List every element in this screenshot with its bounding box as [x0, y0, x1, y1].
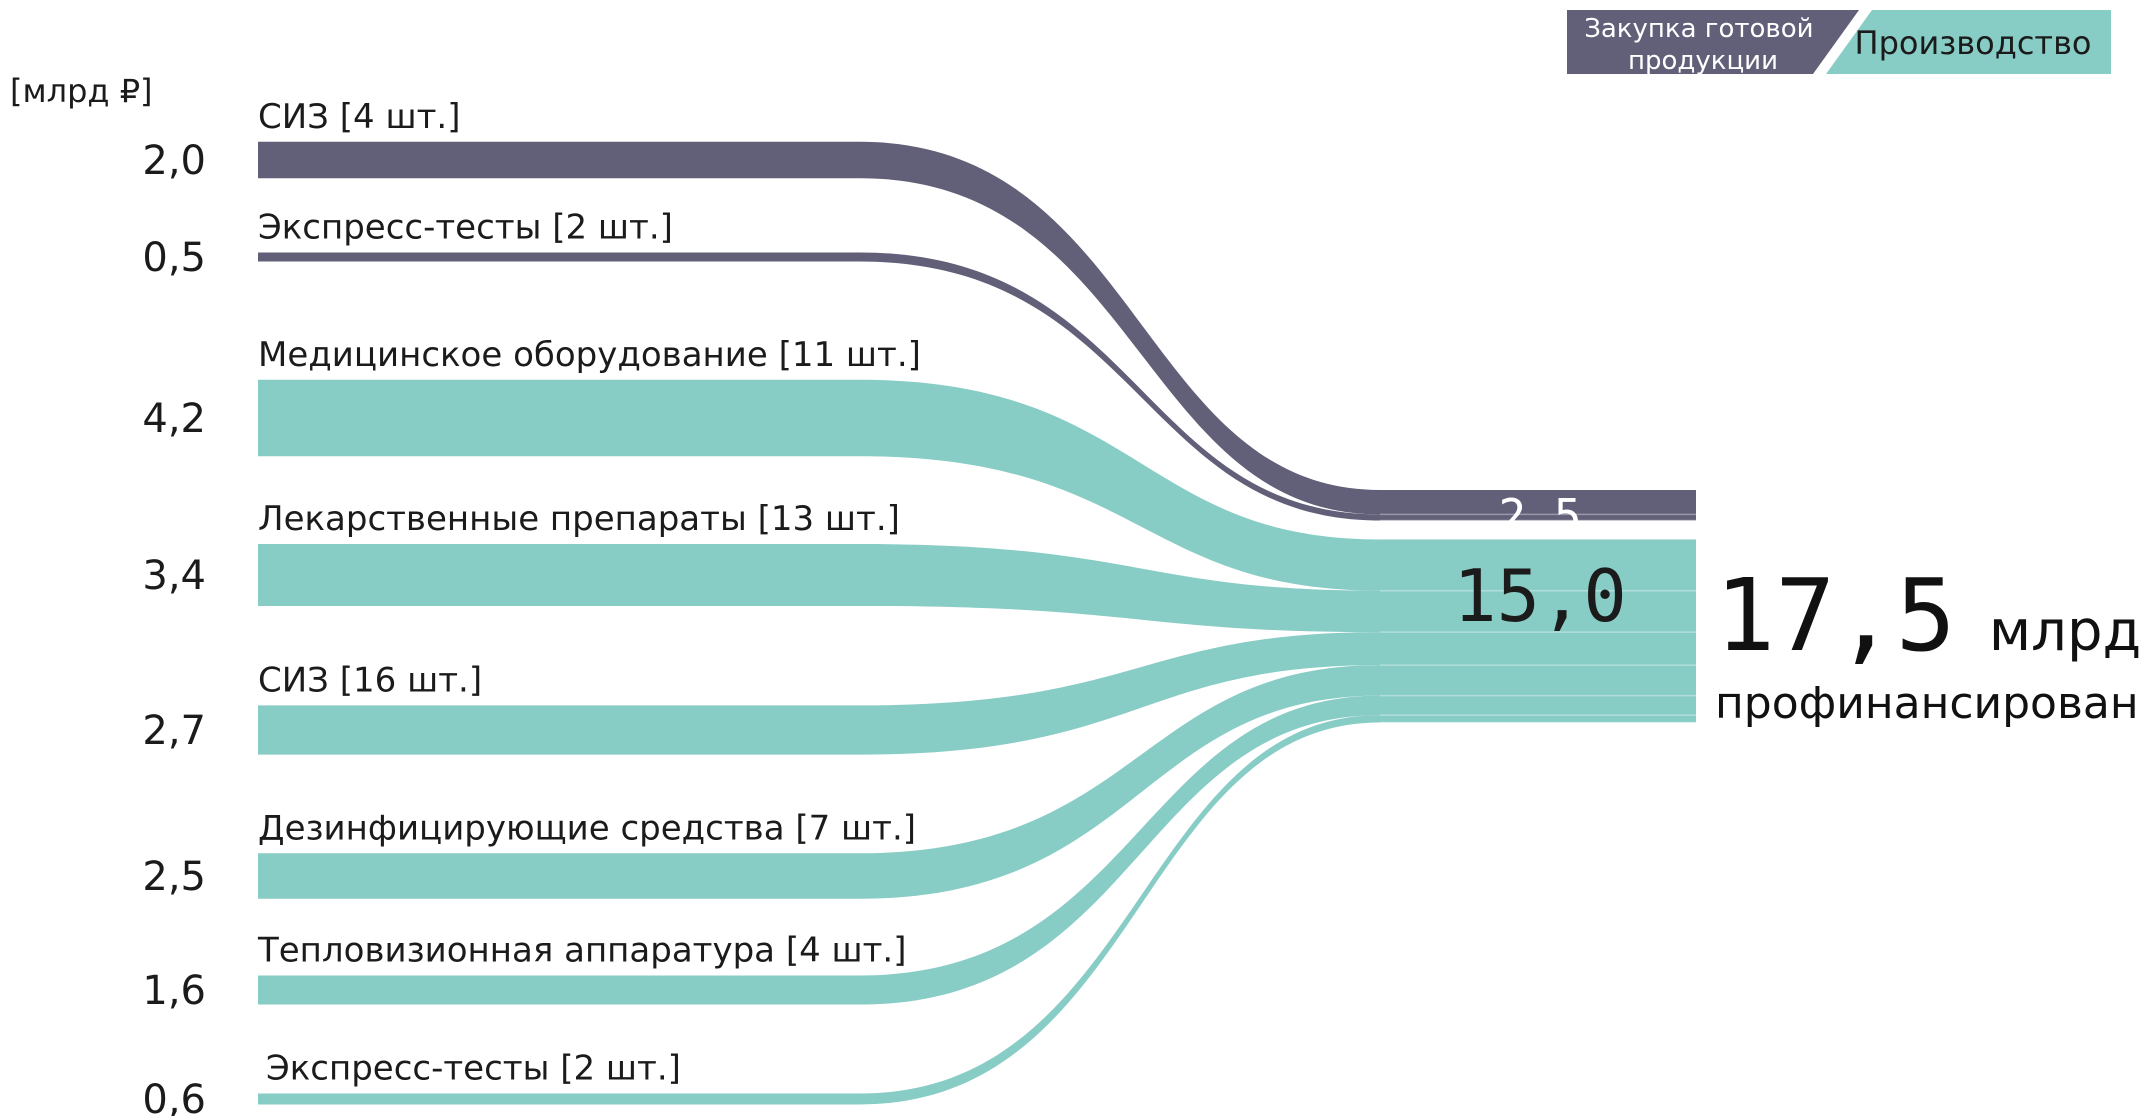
flow-value-1: 2,0: [142, 138, 206, 184]
sum-purchase-value: 2,5: [1498, 489, 1581, 543]
legend-production-swatch: [1826, 10, 2111, 74]
node-production: [1380, 539, 1696, 723]
total-amount: 17,5 млрд ₽: [1715, 557, 2139, 674]
flow-1: [258, 141, 1380, 515]
legend-production-label: Производство: [1855, 24, 2092, 62]
flow-label-2: Экспресс-тесты [2 шт.]: [258, 207, 673, 247]
flow-6: [258, 665, 1380, 899]
flow-label-4: Лекарственные препараты [13 шт.]: [258, 499, 900, 539]
unit-label: [млрд ₽]: [10, 72, 153, 110]
flow-label-5: СИЗ [16 шт.]: [258, 660, 482, 700]
flow-label-6: Дезинфицирующие средства [7 шт.]: [258, 808, 916, 848]
legend-purchase-label: Закупка готовой продукции: [1584, 14, 1822, 76]
flow-label-8: Экспресс-тесты [2 шт.]: [266, 1049, 681, 1089]
flow-label-3: Медицинское оборудование [11 шт.]: [258, 335, 921, 375]
flows: [258, 141, 1380, 1105]
total-unit: млрд ₽: [1989, 599, 2139, 664]
legend: Закупка готовой продукции Производство: [1567, 10, 2111, 76]
flow-label-1: СИЗ [4 шт.]: [258, 97, 460, 137]
legend-purchase-line-2: продукции: [1628, 46, 1778, 76]
flow-2: [258, 252, 1380, 521]
flow-5: [258, 632, 1380, 755]
flow-value-6: 2,5: [142, 854, 206, 900]
total-caption: профинансировано: [1715, 678, 2139, 729]
flow-8: [258, 715, 1380, 1105]
flow-value-8: 0,6: [142, 1077, 206, 1116]
flow-value-5: 2,7: [142, 708, 206, 754]
node-purchase: [1380, 490, 1696, 521]
sum-production-value: 15,0: [1453, 554, 1626, 638]
total-value: 17,5: [1715, 557, 1956, 674]
flow-value-2: 0,5: [142, 235, 206, 281]
legend-purchase-swatch: [1567, 10, 1859, 74]
legend-purchase-line-1: Закупка готовой: [1584, 14, 1813, 44]
flow-7: [258, 695, 1380, 1005]
flow-3: [258, 379, 1380, 591]
flow-value-3: 4,2: [142, 396, 206, 442]
flow-labels: СИЗ [4 шт.] 2,0 Экспресс-тесты [2 шт.] 0,5 М…: [142, 97, 921, 1116]
flow-value-4: 3,4: [142, 553, 206, 599]
flow-value-7: 1,6: [142, 968, 206, 1014]
flow-4: [258, 544, 1380, 633]
node-separators: [1380, 513, 1696, 724]
flow-label-7: Тепловизионная аппаратура [4 шт.]: [257, 930, 907, 970]
